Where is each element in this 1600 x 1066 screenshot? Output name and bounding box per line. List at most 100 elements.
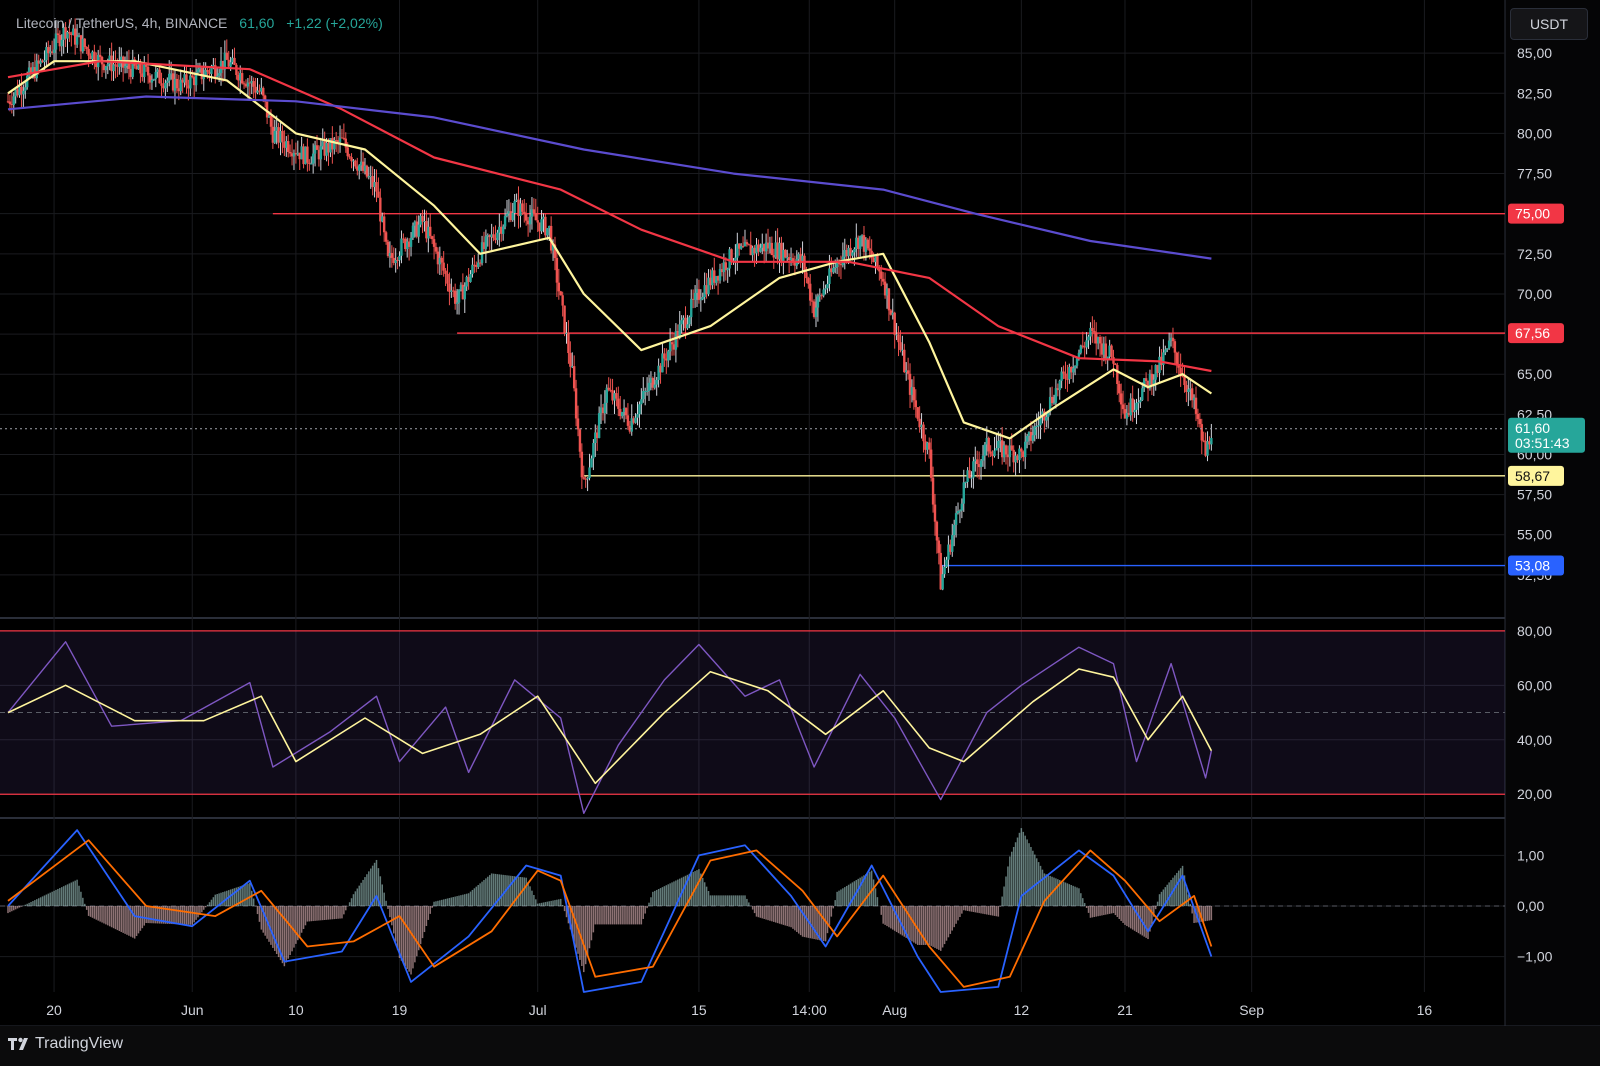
candle-body xyxy=(584,478,587,480)
candle-body xyxy=(171,73,175,91)
candle-body xyxy=(1023,441,1027,458)
candle-body xyxy=(204,70,207,77)
candle-body xyxy=(1060,371,1063,381)
candle-body xyxy=(1083,346,1086,348)
candle-body xyxy=(1169,337,1173,341)
candle-body xyxy=(1100,343,1104,355)
candle-body xyxy=(906,370,910,374)
price-level-tag: 53,08 xyxy=(1515,558,1550,574)
candle-body xyxy=(1002,445,1006,458)
candle-body xyxy=(398,255,401,261)
candle-body xyxy=(536,220,539,223)
candle-body xyxy=(311,153,315,164)
candle-body xyxy=(814,307,818,317)
candle-body xyxy=(1093,330,1096,333)
candle-body xyxy=(753,247,756,254)
candle-body xyxy=(624,408,628,416)
candle-body xyxy=(16,89,19,96)
candle-body xyxy=(1185,385,1188,392)
candle-body xyxy=(690,298,693,318)
candle-body xyxy=(350,157,353,162)
candle-body xyxy=(1106,356,1109,360)
macd-line xyxy=(7,829,1213,993)
candle-body xyxy=(1127,412,1131,416)
candle-body xyxy=(231,57,234,63)
candle-body xyxy=(1020,448,1023,452)
candle-body xyxy=(288,151,292,154)
last-price-value: 61,60 xyxy=(239,15,275,31)
candle-body xyxy=(1102,343,1106,355)
candle-body xyxy=(1010,445,1013,450)
candle-body xyxy=(966,470,969,482)
candle-body xyxy=(596,432,599,439)
candle-body xyxy=(613,393,616,401)
candle-body xyxy=(611,390,614,401)
candle-body xyxy=(388,252,392,257)
tradingview-brand[interactable]: TradingView xyxy=(35,1035,124,1052)
candle-body xyxy=(258,90,261,92)
candle-body xyxy=(294,152,298,155)
candle-body xyxy=(461,284,465,300)
candle-body xyxy=(315,145,319,150)
candle-body xyxy=(810,300,814,302)
candle-body xyxy=(308,162,311,164)
candle-body xyxy=(1095,332,1098,344)
candle-body xyxy=(1144,378,1148,381)
candle-body xyxy=(634,417,637,423)
candle-body xyxy=(1027,431,1031,437)
candle-body xyxy=(565,332,568,334)
candle-body xyxy=(27,67,31,76)
candle-body xyxy=(202,76,205,80)
candle-body xyxy=(912,387,916,401)
candle-body xyxy=(849,247,852,256)
candle-body xyxy=(465,276,468,287)
candle-body xyxy=(642,391,645,400)
candle-body xyxy=(858,236,862,249)
candle-body xyxy=(118,60,121,67)
candle-body xyxy=(914,400,917,408)
candle-body xyxy=(876,255,879,268)
price-level-tag: 75,00 xyxy=(1515,206,1550,222)
candle-body xyxy=(655,379,658,385)
tradingview-logo-icon[interactable] xyxy=(8,1036,32,1054)
current-price-tag: 61,60 xyxy=(1515,420,1550,436)
candle-body xyxy=(250,81,253,84)
price-level-tag: 58,67 xyxy=(1515,468,1550,484)
rsi-signal-line xyxy=(7,668,1213,785)
candle-body xyxy=(951,535,954,552)
candle-body xyxy=(440,257,443,263)
candle-body xyxy=(120,56,123,61)
candle-body xyxy=(870,250,873,259)
candle-body xyxy=(1014,455,1017,463)
candle-body xyxy=(958,510,962,512)
candle-body xyxy=(651,378,655,388)
candle-body xyxy=(924,441,927,450)
candle-body xyxy=(22,90,25,95)
symbol-title[interactable]: Litecoin / TetherUS, 4h, BINANCE xyxy=(16,15,228,31)
candle-body xyxy=(678,324,681,339)
candle-body xyxy=(89,55,92,60)
candle-body xyxy=(1110,345,1113,358)
candle-body xyxy=(945,559,948,567)
candle-body xyxy=(1137,402,1140,404)
candle-body xyxy=(615,393,618,399)
candle-body xyxy=(475,265,478,267)
candle-body xyxy=(553,244,557,258)
candle-body xyxy=(290,153,294,157)
candle-body xyxy=(400,238,403,256)
candle-body xyxy=(789,258,793,261)
candle-body xyxy=(104,66,108,71)
candle-body xyxy=(1091,327,1094,331)
candle-body xyxy=(125,62,129,66)
candle-body xyxy=(404,238,407,250)
candle-body xyxy=(549,225,553,251)
candle-body xyxy=(1187,389,1190,392)
candle-body xyxy=(874,255,877,263)
currency-unit-button[interactable]: USDT xyxy=(1510,8,1588,40)
candle-body xyxy=(41,60,44,63)
candle-body xyxy=(421,215,424,222)
candle-body xyxy=(686,324,689,329)
candle-body xyxy=(523,211,526,214)
candle-body xyxy=(406,241,409,250)
